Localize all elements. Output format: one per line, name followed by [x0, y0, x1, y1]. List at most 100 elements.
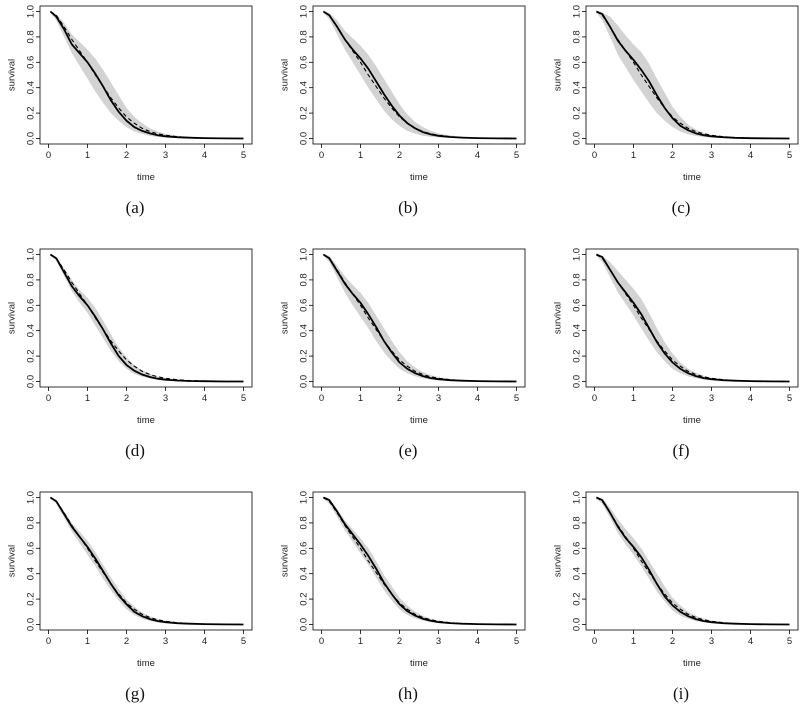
panel-caption: (e)	[398, 441, 418, 460]
x-tick-label: 5	[514, 393, 519, 404]
x-tick-label: 5	[514, 150, 519, 161]
x-axis-label: time	[410, 172, 428, 183]
estimate-curve	[596, 496, 790, 626]
panel-h: 0 1 2 3 4 5 0.0 0.2 0.4 0.6 0.8 1.0 time survival (h)	[273, 486, 543, 720]
x-tick-label: 3	[163, 393, 168, 404]
x-tick-label: 0	[592, 150, 597, 161]
plot-frame	[39, 491, 253, 631]
x-tick-label: 4	[748, 636, 753, 647]
x-tick-label: 2	[124, 150, 129, 161]
x-tick-label: 4	[748, 150, 753, 161]
panel-caption: (h)	[398, 684, 418, 703]
y-axis-label: survival	[7, 302, 18, 334]
x-axis-label: time	[410, 658, 428, 669]
y-tick-label: 0.4	[572, 81, 583, 94]
x-tick-label: 1	[358, 393, 363, 404]
x-axis-label: time	[137, 415, 155, 426]
x-axis-label: time	[410, 415, 428, 426]
y-tick-label: 0.4	[26, 81, 37, 94]
x-tick-label: 1	[358, 150, 363, 161]
y-tick-label: 0.6	[26, 542, 37, 555]
x-tick-label: 1	[631, 393, 636, 404]
panel-chart: 0 1 2 3 4 5 0.0 0.2 0.4 0.6 0.8 1.0 time survival	[553, 491, 799, 669]
panel-chart: 0 1 2 3 4 5 0.0 0.2 0.4 0.6 0.8 1.0 time survival	[7, 248, 253, 426]
panel-b: 0 1 2 3 4 5 0.0 0.2 0.4 0.6 0.8 1.0 time survival (b)	[273, 0, 543, 234]
y-tick-label: 1.0	[26, 5, 37, 18]
x-tick-label: 4	[748, 393, 753, 404]
y-tick-label: 0.4	[299, 567, 310, 580]
estimate-curve	[596, 10, 790, 140]
y-tick-label: 0.0	[299, 618, 310, 631]
y-tick-label: 1.0	[299, 491, 310, 504]
x-tick-label: 0	[46, 393, 51, 404]
x-tick-label: 0	[592, 393, 597, 404]
y-tick-label: 0.8	[299, 273, 310, 286]
y-tick-label: 0.8	[572, 273, 583, 286]
y-axis-label: survival	[7, 545, 18, 577]
y-tick-label: 0.2	[299, 106, 310, 119]
confidence-band	[323, 11, 517, 139]
y-tick-label: 0.0	[26, 618, 37, 631]
confidence-band	[323, 254, 517, 382]
estimate-curve	[322, 253, 517, 383]
panel-chart: 0 1 2 3 4 5 0.0 0.2 0.4 0.6 0.8 1.0 time survival	[280, 5, 526, 183]
panel-caption: (i)	[672, 684, 690, 703]
y-tick-label: 0.0	[572, 375, 583, 388]
x-tick-label: 4	[202, 393, 207, 404]
estimate-curve	[322, 10, 517, 140]
x-tick-label: 1	[85, 393, 90, 404]
y-tick-label: 0.2	[572, 106, 583, 119]
plot-frame	[312, 248, 526, 388]
x-tick-label: 0	[319, 150, 324, 161]
truth-curve	[596, 497, 790, 626]
y-tick-label: 0.4	[26, 567, 37, 580]
x-axis-label: time	[683, 415, 701, 426]
x-axis-label: time	[683, 658, 701, 669]
y-tick-label: 1.0	[299, 248, 310, 261]
x-tick-label: 2	[397, 393, 402, 404]
y-tick-label: 0.6	[299, 56, 310, 69]
y-tick-label: 0.2	[26, 592, 37, 605]
x-tick-label: 4	[202, 636, 207, 647]
panel-g: 0 1 2 3 4 5 0.0 0.2 0.4 0.6 0.8 1.0 time survival (g)	[0, 486, 270, 720]
y-tick-label: 0.2	[26, 106, 37, 119]
y-tick-label: 1.0	[26, 491, 37, 504]
truth-curve	[323, 11, 517, 140]
x-tick-label: 5	[787, 150, 792, 161]
x-tick-label: 2	[397, 150, 402, 161]
y-tick-label: 0.6	[572, 56, 583, 69]
truth-curve	[323, 497, 517, 626]
truth-curve	[596, 254, 790, 383]
panel-d: 0 1 2 3 4 5 0.0 0.2 0.4 0.6 0.8 1.0 time survival (d)	[0, 243, 270, 477]
confidence-band	[50, 497, 244, 625]
plot-frame	[585, 491, 799, 631]
y-axis-label: survival	[280, 59, 291, 91]
y-tick-label: 0.8	[26, 516, 37, 529]
x-tick-label: 4	[475, 150, 480, 161]
x-tick-label: 1	[358, 636, 363, 647]
panel-chart: 0 1 2 3 4 5 0.0 0.2 0.4 0.6 0.8 1.0 time survival	[7, 5, 253, 183]
estimate-curve	[323, 496, 517, 626]
plot-frame	[585, 248, 799, 388]
y-tick-label: 0.0	[572, 132, 583, 145]
x-tick-label: 0	[46, 150, 51, 161]
panel-caption: (g)	[125, 684, 145, 703]
x-tick-label: 5	[241, 150, 246, 161]
x-tick-label: 2	[124, 636, 129, 647]
y-tick-label: 1.0	[26, 248, 37, 261]
confidence-band	[323, 497, 517, 625]
y-axis-label: survival	[553, 59, 564, 91]
y-tick-label: 1.0	[299, 5, 310, 18]
x-tick-label: 2	[670, 150, 675, 161]
y-tick-label: 1.0	[572, 5, 583, 18]
x-tick-label: 2	[124, 393, 129, 404]
y-tick-label: 0.2	[299, 349, 310, 362]
y-tick-label: 0.2	[299, 592, 310, 605]
x-tick-label: 1	[85, 636, 90, 647]
panel-caption: (f)	[672, 441, 690, 460]
y-axis-label: survival	[7, 59, 18, 91]
x-tick-label: 5	[787, 393, 792, 404]
x-tick-label: 1	[631, 150, 636, 161]
y-tick-label: 0.0	[299, 375, 310, 388]
x-tick-label: 3	[436, 636, 441, 647]
